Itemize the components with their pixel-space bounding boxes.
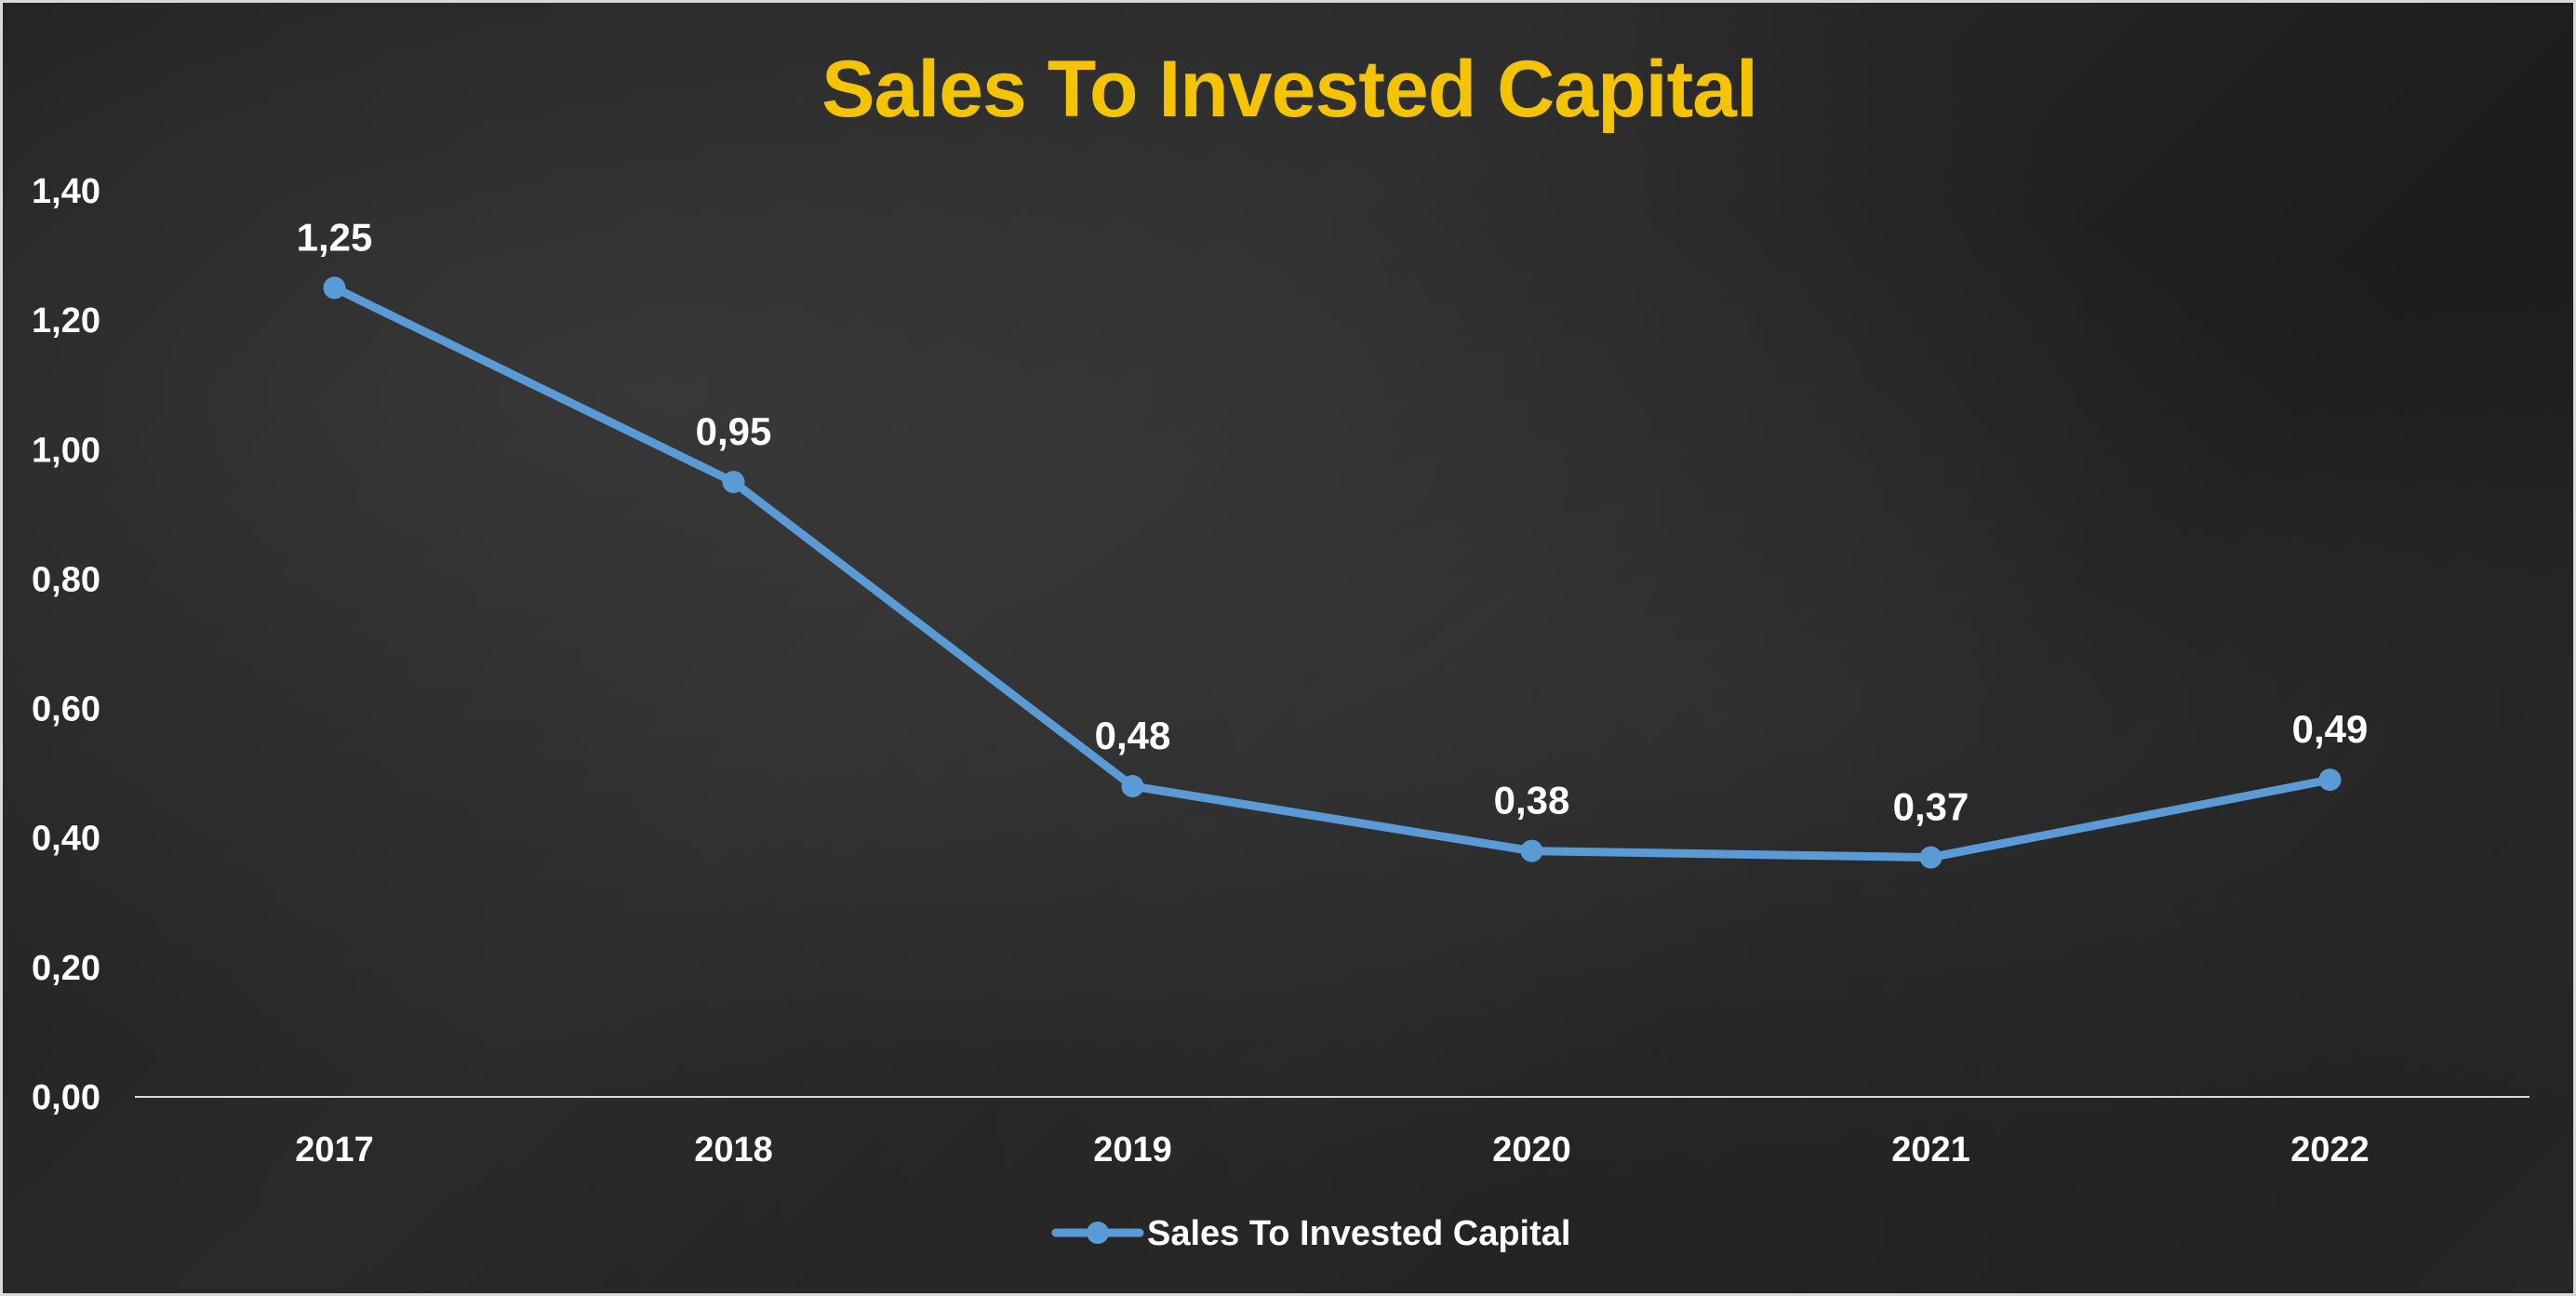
y-tick-label: 0,60 bbox=[32, 690, 100, 729]
x-tick-label: 2017 bbox=[295, 1130, 374, 1169]
y-tick-label: 0,20 bbox=[32, 949, 100, 988]
x-tick-label: 2020 bbox=[1492, 1130, 1571, 1169]
data-label: 0,95 bbox=[696, 409, 772, 453]
y-axis-ticks: 0,00 0,20 0,40 0,60 0,80 1,00 1,20 1,40 bbox=[32, 172, 100, 1117]
y-tick-label: 1,40 bbox=[32, 172, 100, 211]
legend-label: Sales To Invested Capital bbox=[1147, 1214, 1570, 1253]
y-tick-label: 0,80 bbox=[32, 560, 100, 599]
x-tick-label: 2022 bbox=[2290, 1130, 2369, 1169]
data-label: 0,48 bbox=[1095, 714, 1171, 757]
data-label: 0,38 bbox=[1494, 779, 1570, 822]
data-point bbox=[1919, 846, 1942, 869]
y-tick-label: 1,00 bbox=[32, 431, 100, 470]
line-chart: Sales To Invested Capital 0,000,200,400,… bbox=[32, 45, 2529, 1253]
data-point bbox=[323, 276, 346, 300]
chart-title: Sales To Invested Capital bbox=[821, 45, 1757, 134]
x-axis-ticks: 2017 2018 2019 2020 2021 2022 bbox=[295, 1130, 2369, 1169]
x-tick-label: 2018 bbox=[694, 1130, 773, 1169]
data-point bbox=[2318, 768, 2342, 792]
legend-marker-swatch bbox=[1087, 1222, 1109, 1244]
x-tick-label: 2019 bbox=[1093, 1130, 1172, 1169]
y-tick-label: 1,20 bbox=[32, 301, 100, 341]
data-label: 1,25 bbox=[297, 215, 373, 259]
data-point bbox=[1121, 775, 1144, 798]
data-point bbox=[1520, 839, 1543, 862]
series-line bbox=[330, 283, 2334, 862]
data-point bbox=[722, 471, 745, 494]
y-tick-label: 0,00 bbox=[32, 1078, 100, 1117]
x-tick-label: 2021 bbox=[1891, 1130, 1970, 1169]
y-tick-label: 0,40 bbox=[32, 820, 100, 859]
series-layer: 1,25 0,95 0,48 0,38 0,37 0,49 bbox=[297, 215, 2369, 869]
data-label: 0,49 bbox=[2292, 707, 2369, 751]
legend: Sales To Invested Capital bbox=[1051, 1214, 1570, 1253]
data-label: 0,37 bbox=[1893, 785, 1969, 829]
